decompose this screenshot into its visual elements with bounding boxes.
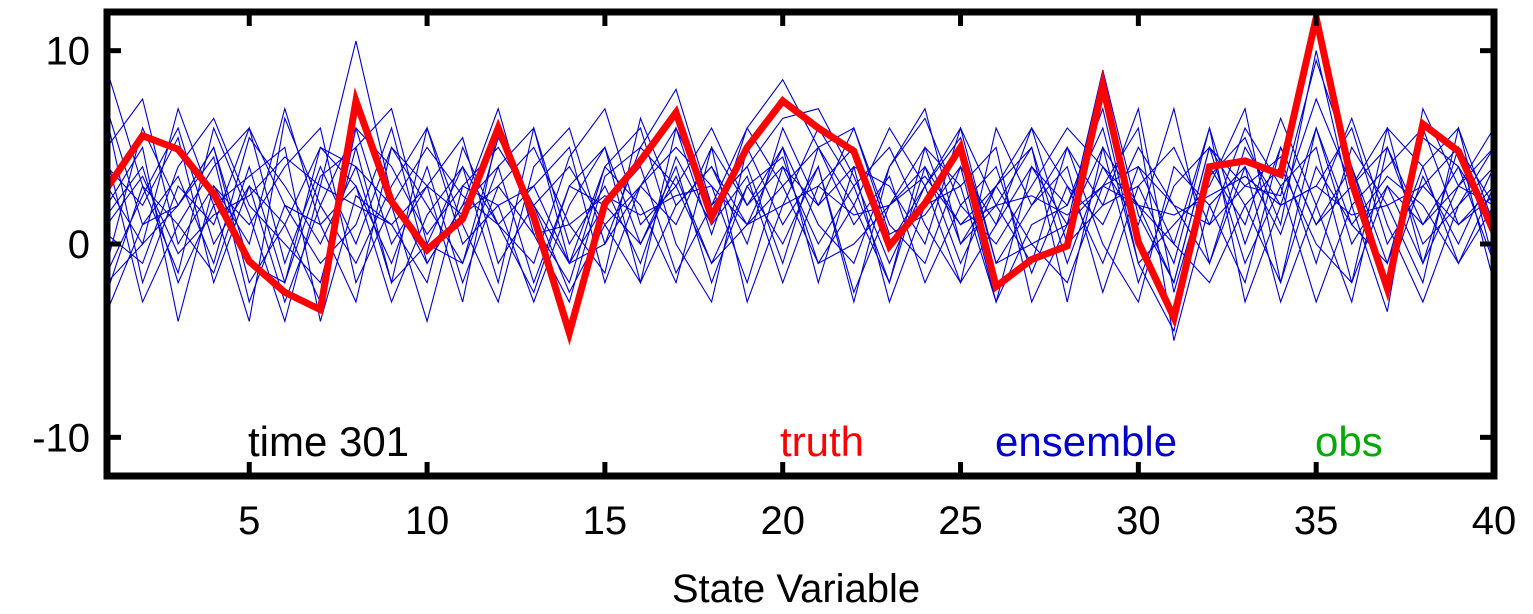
x-tick-label: 25 [938,499,983,543]
ensemble-member-line-16 [107,146,1494,294]
ensemble-member-line-12 [107,108,1494,304]
x-tick-label: 5 [238,499,260,543]
truth-line [107,12,1494,346]
x-tick-label: 10 [405,499,450,543]
x-tick-label: 20 [760,499,805,543]
x-axis-title: State Variable [672,567,920,611]
x-tick-label: 30 [1116,499,1161,543]
plot-frame [103,8,1498,480]
y-tick-label: -10 [32,416,90,460]
y-tick-label: 0 [68,223,90,267]
obs-legend-label: obs [1315,418,1383,465]
x-tick-label: 15 [583,499,628,543]
ensemble-series-group [107,40,1494,341]
ensemble-legend-label: ensemble [995,418,1177,465]
ensemble-member-line-13 [107,125,1494,305]
y-tick-label: 10 [46,30,91,74]
axes-frame [103,8,1498,480]
truth-series-group [107,12,1494,346]
ensemble-member-line-14 [107,125,1494,304]
truth-legend-label: truth [780,418,864,465]
x-tick-label: 40 [1472,499,1517,543]
time-annotation: time 301 [248,418,409,465]
x-tick-label: 35 [1294,499,1339,543]
tick-labels: 5 10 15 20 25 30 35 40 -10 0 10 [32,30,1516,543]
